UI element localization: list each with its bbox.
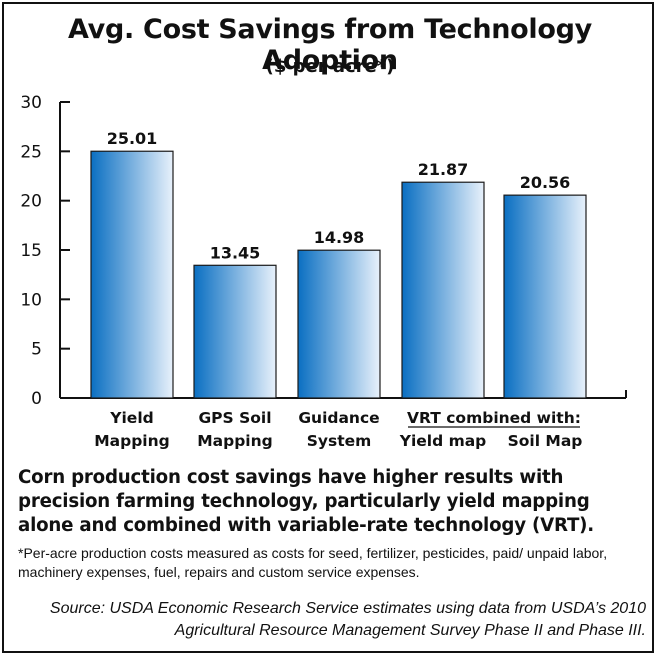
x-tick-label: Guidance <box>298 409 379 427</box>
bar <box>401 181 485 399</box>
x-tick-label: System <box>307 432 372 450</box>
bar-value-label: 21.87 <box>418 160 469 179</box>
bar-value-label: 14.98 <box>314 228 365 247</box>
y-tick-label: 10 <box>20 290 42 310</box>
bar <box>90 150 174 399</box>
bar-chart: 0 5 10 15 20 25 30 25.01 13.45 14.98 21.87 20.56 Yi… <box>20 93 627 450</box>
bar <box>297 249 381 399</box>
y-tick-label: 20 <box>20 192 42 212</box>
chart-title: Avg. Cost Savings from Technology Adopti… <box>68 14 592 76</box>
y-tick-label: 25 <box>20 142 42 162</box>
chart-source: Source: USDA Economic Research Service e… <box>49 600 646 639</box>
x-tick-label: Mapping <box>197 432 273 450</box>
bar <box>503 194 587 399</box>
x-tick-label: Yield <box>109 409 153 427</box>
y-tick-label: 0 <box>31 389 42 409</box>
bar-value-label: 13.45 <box>210 243 261 262</box>
y-tick-label: 30 <box>20 93 42 113</box>
x-tick-label: Mapping <box>94 432 170 450</box>
x-group-label: VRT combined with: <box>407 409 581 427</box>
chart-subtitle: ($ per acre*) <box>265 56 395 77</box>
x-tick-label: Yield map <box>399 432 487 450</box>
bar <box>193 264 277 399</box>
bar-value-label: 25.01 <box>107 129 158 148</box>
x-tick-label: GPS Soil <box>198 409 271 427</box>
y-tick-label: 5 <box>31 340 42 360</box>
chart-footnote: *Per-acre production costs measured as c… <box>18 545 608 580</box>
chart-caption: Corn production cost savings have higher… <box>18 467 594 536</box>
y-tick-label: 15 <box>20 241 42 261</box>
x-tick-label: Soil Map <box>508 432 583 450</box>
bar-value-label: 20.56 <box>520 173 571 192</box>
